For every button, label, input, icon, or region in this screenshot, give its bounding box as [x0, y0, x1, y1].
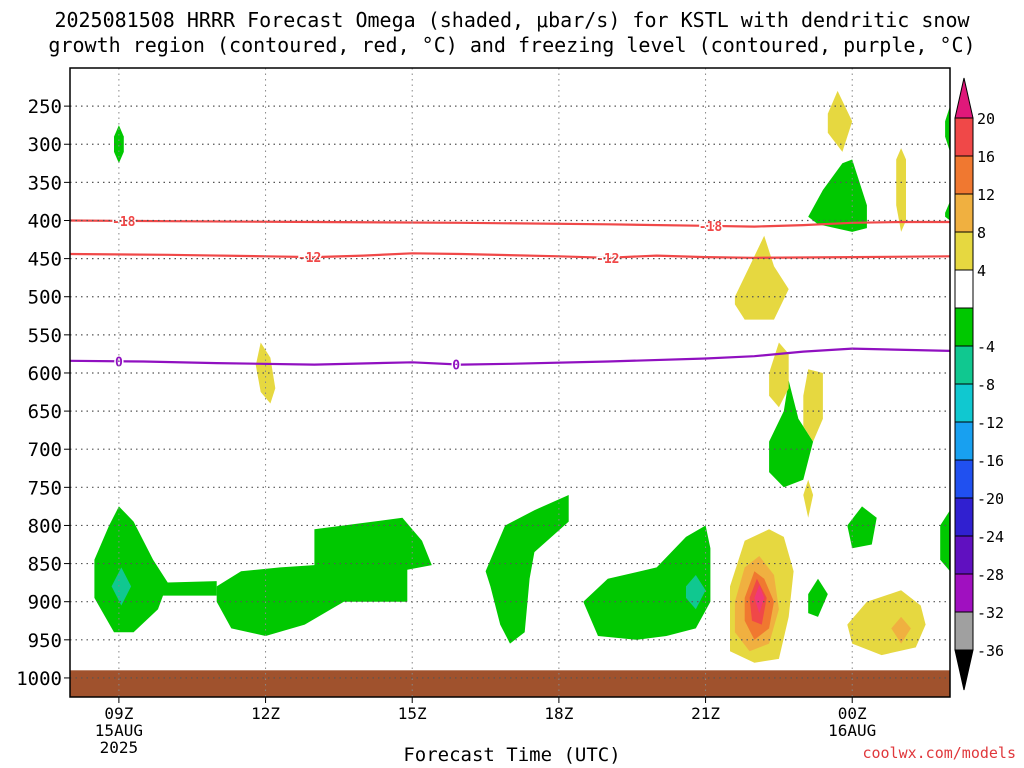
- colorbar-box: [954, 193, 974, 233]
- y-tick-label: 600: [28, 363, 62, 385]
- chart-title-line1: 2025081508 HRRR Forecast Omega (shaded, …: [54, 8, 970, 32]
- omega-region: [216, 517, 432, 636]
- colorbar-label: 8: [977, 224, 986, 242]
- x-tick-label: 00Z: [838, 704, 867, 723]
- colorbar-box: [954, 383, 974, 423]
- colorbar-box: [954, 421, 974, 461]
- colorbar-bottom-arrow: [954, 649, 974, 691]
- y-tick-label: 1000: [16, 668, 62, 690]
- contour-line: [70, 219, 950, 228]
- x-tick-label: 21Z: [691, 704, 720, 723]
- x-tick-label: 12Z: [251, 704, 280, 723]
- omega-shading: -18 -18 -12 -12 0 0: [70, 90, 950, 697]
- colorbar-box: [954, 535, 974, 575]
- colorbar-box: [954, 611, 974, 651]
- omega-region: [803, 479, 814, 518]
- omega-region: [945, 201, 950, 221]
- x-tick-label: 18Z: [544, 704, 573, 723]
- omega-region: [255, 342, 276, 404]
- omega-region: [583, 525, 711, 640]
- site-credit[interactable]: coolwx.com/models: [862, 744, 1016, 762]
- y-tick-label: 800: [28, 515, 62, 537]
- colorbar-box: [954, 307, 974, 347]
- x-tick-year: 2025: [100, 738, 139, 757]
- y-tick-label: 950: [28, 630, 62, 652]
- omega-region: [769, 380, 814, 488]
- colorbar-box: [954, 231, 974, 271]
- colorbar-label: 20: [977, 110, 995, 128]
- contour-label: -12: [596, 252, 619, 267]
- colorbar-label: 4: [977, 262, 986, 280]
- colorbar-label: -28: [977, 566, 1004, 584]
- x-tick-label: 09Z: [104, 704, 133, 723]
- omega-region: [808, 159, 867, 232]
- contour-line: [70, 347, 950, 366]
- contour-label: 0: [452, 358, 460, 373]
- omega-region: [847, 506, 877, 549]
- colorbar-label: -4: [977, 338, 995, 356]
- omega-region: [945, 106, 950, 152]
- colorbar-label: -32: [977, 604, 1004, 622]
- y-tick-label: 400: [28, 210, 62, 232]
- y-tick-label: 250: [28, 96, 62, 118]
- colorbar-top-arrow: [954, 77, 974, 119]
- ground-layer: [70, 670, 950, 697]
- omega-region: [891, 616, 911, 644]
- omega-region: [940, 510, 950, 572]
- omega-region: [94, 506, 168, 633]
- colorbar-box: [954, 117, 974, 157]
- colorbar-label: -12: [977, 414, 1004, 432]
- omega-region: [734, 235, 789, 320]
- colorbar-label: -24: [977, 528, 1004, 546]
- x-tick-date: 16AUG: [828, 721, 876, 740]
- y-tick-label: 900: [28, 592, 62, 614]
- y-tick-label: 700: [28, 439, 62, 461]
- omega-region: [485, 495, 569, 644]
- colorbar-box: [954, 497, 974, 537]
- omega-region: [111, 567, 132, 606]
- y-tick-label: 350: [28, 172, 62, 194]
- y-tick-label: 550: [28, 325, 62, 347]
- omega-region: [769, 342, 789, 408]
- colorbar-label: -36: [977, 642, 1004, 660]
- colorbar-box: [954, 155, 974, 195]
- x-tick-date: 15AUG: [95, 721, 143, 740]
- colorbar-label: -8: [977, 376, 995, 394]
- contour-label: -18: [112, 215, 136, 230]
- colorbar-label: -20: [977, 490, 1004, 508]
- y-tick-label: 450: [28, 249, 62, 271]
- contour-label: -12: [298, 251, 321, 266]
- omega-region: [162, 581, 217, 596]
- omega-region: [896, 148, 906, 232]
- omega-region: [754, 584, 765, 614]
- y-tick-label: 650: [28, 401, 62, 423]
- y-tick-label: 750: [28, 477, 62, 499]
- plot-frame: [69, 67, 951, 698]
- colorbar-label: 16: [977, 148, 995, 166]
- y-tick-label: 300: [28, 134, 62, 156]
- omega-region: [808, 578, 828, 617]
- x-tick-label: 15Z: [398, 704, 427, 723]
- colorbar-box: [954, 345, 974, 385]
- colorbar-box: [954, 573, 974, 613]
- contour-label: -18: [699, 220, 723, 235]
- omega-region: [686, 575, 706, 610]
- omega-region: [803, 369, 823, 442]
- omega-region: [827, 90, 853, 152]
- omega-region: [114, 125, 124, 164]
- colorbar-box: [954, 269, 974, 309]
- y-tick-label: 500: [28, 287, 62, 309]
- y-tick-label: 850: [28, 554, 62, 576]
- contour-line: [70, 252, 950, 259]
- contour-label: 0: [115, 355, 123, 370]
- colorbar-label: 12: [977, 186, 995, 204]
- colorbar-box: [954, 459, 974, 499]
- colorbar-label: -16: [977, 452, 1004, 470]
- chart-title-line2: growth region (contoured, red, °C) and f…: [48, 33, 976, 57]
- x-axis-label: Forecast Time (UTC): [403, 744, 621, 766]
- omega-region: [847, 590, 926, 656]
